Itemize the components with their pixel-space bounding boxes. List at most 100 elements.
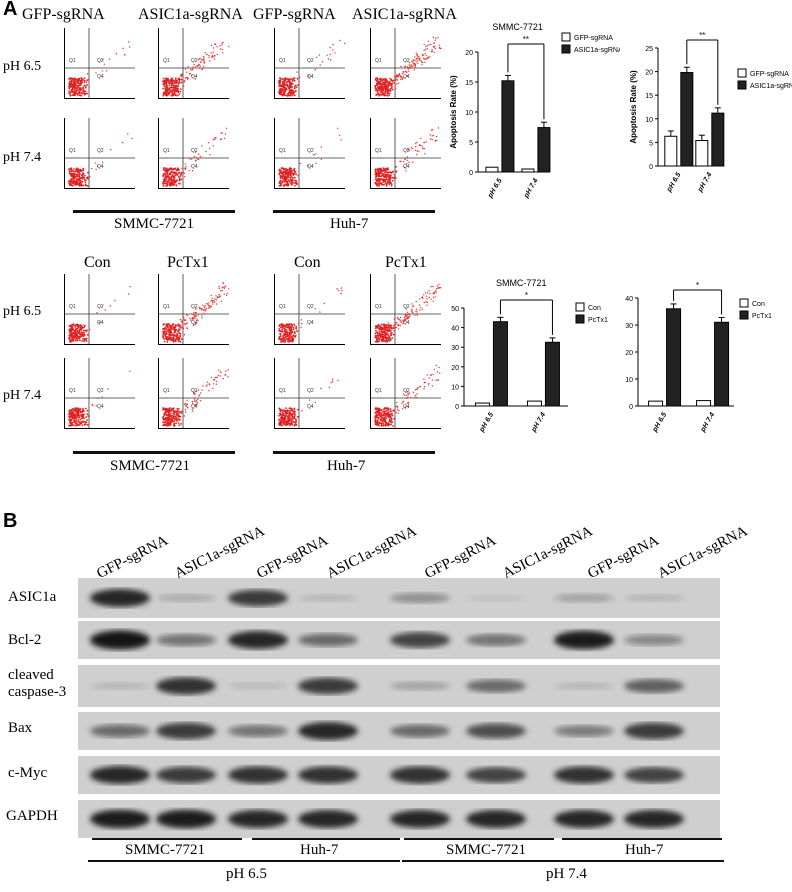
svg-text:Q2: Q2 [191, 58, 198, 64]
flow-plot: Q1 Q2 Q4 [158, 274, 230, 345]
bar [544, 341, 560, 407]
col-header-con-1: Con [84, 254, 111, 271]
blot-band [466, 679, 526, 693]
flow-plot: Q1 Q2 Q4 [370, 28, 442, 99]
legend-entry: Con [588, 305, 601, 312]
svg-text:Q4: Q4 [403, 74, 410, 80]
y-tick-label: 0 [469, 170, 473, 177]
y-tick-label: 20 [451, 365, 459, 372]
legend-swatch [739, 298, 749, 308]
bar [696, 400, 712, 407]
wb-col-label-6: ASIC1a-sgRNA [500, 523, 596, 583]
svg-text:Q1: Q1 [69, 148, 76, 154]
legend-entry: PcTx1 [752, 313, 772, 320]
y-tick-label: 25 [645, 46, 653, 53]
flow-plot: Q1 Q2 Q4 [158, 28, 230, 99]
flow-plot-dots: Q1 Q2 Q4 [275, 274, 345, 344]
flow-plot-dots: Q1 Q2 Q4 [371, 28, 442, 98]
svg-text:Q1: Q1 [375, 148, 382, 154]
blot-band [554, 593, 614, 603]
blot-band [156, 633, 216, 647]
bar-chart-smmc-pctx: SMMC-7721 0 10 20 30 40 50 pH 6.5 pH 7.4 * Con PcTx… [451, 278, 608, 434]
significance-marker: ** [523, 35, 529, 44]
y-axis-label: Apoptosis Rate (%) [629, 70, 638, 144]
underline-smmc-top [73, 210, 235, 213]
y-tick-label: 10 [451, 384, 459, 391]
bar [474, 402, 490, 407]
flow-plot: Q1 Q2 Q4 [64, 28, 135, 99]
bar [714, 321, 730, 407]
blot-band [624, 722, 684, 740]
wb-group-smmc-65 [92, 838, 242, 840]
col-header-con-2: Con [294, 254, 321, 271]
y-tick-label: 0 [629, 404, 633, 411]
flow-plot-dots: Q1 Q2 Q4 [275, 28, 346, 98]
flow-plot: Q1 Q2 Q4 [274, 358, 345, 429]
x-tick-label: pH 6.5 [651, 411, 668, 434]
flow-plot-dots: Q1 Q2 Q4 [159, 274, 230, 344]
y-tick-label: 20 [465, 50, 473, 57]
significance-marker: * [696, 281, 699, 290]
svg-text:Q2: Q2 [97, 58, 104, 64]
flow-plot-dots: Q1 Q2 Q4 [65, 28, 135, 98]
svg-text:Q1: Q1 [279, 304, 286, 310]
wb-col-label-5: GFP-sgRNA [422, 532, 499, 583]
x-tick-label: pH 7.4 [530, 411, 547, 434]
flow-plot: Q1 Q2 Q4 [64, 118, 135, 189]
flow-plot-dots: Q1 Q2 Q4 [275, 358, 345, 428]
legend-swatch [575, 302, 585, 312]
wb-group-huh-74 [562, 838, 722, 840]
svg-text:Q4: Q4 [97, 164, 104, 170]
svg-text:Q2: Q2 [307, 388, 314, 394]
blot-band [390, 681, 450, 691]
blot-band [90, 630, 150, 650]
wb-col-label-3: GFP-sgRNA [254, 532, 331, 583]
wb-cell-smmc-65: SMMC-7721 [125, 842, 206, 858]
y-tick-label: 10 [625, 377, 633, 384]
y-axis-label: Apoptosis Rate (%) [449, 75, 458, 149]
svg-text:Q4: Q4 [307, 320, 314, 326]
blot-band [554, 810, 614, 828]
svg-text:Q4: Q4 [191, 404, 198, 410]
svg-text:Q4: Q4 [191, 320, 198, 326]
cell-line-huh-bottom: Huh-7 [327, 458, 366, 474]
blot-band [228, 766, 288, 784]
blot-band [298, 633, 358, 647]
y-tick-label: 30 [625, 323, 633, 330]
svg-text:Q4: Q4 [191, 74, 198, 80]
wb-row-cleaved-line2: caspase-3 [8, 684, 67, 700]
x-tick-label: pH 7.4 [523, 177, 540, 200]
svg-text:Q4: Q4 [403, 320, 410, 326]
wb-ph74-label: pH 7.4 [546, 866, 587, 882]
svg-text:Q2: Q2 [403, 388, 410, 394]
blot-band [390, 632, 450, 648]
significance-marker: * [525, 291, 528, 300]
western-blot [78, 578, 720, 838]
x-tick-label: pH 7.4 [696, 171, 713, 194]
svg-text:Q2: Q2 [97, 304, 104, 310]
underline-smmc-bottom [73, 451, 235, 454]
wb-cell-huh-74: Huh-7 [625, 842, 664, 858]
blot-band [554, 682, 614, 690]
svg-text:Q4: Q4 [403, 404, 410, 410]
svg-text:Q1: Q1 [69, 58, 76, 64]
significance-marker: ** [699, 31, 705, 40]
bar [711, 112, 725, 167]
flow-plot-dots: Q1 Q2 Q4 [275, 118, 345, 188]
blot-band [390, 592, 450, 604]
flow-plot-dots: Q1 Q2 Q4 [65, 274, 135, 344]
chart-title: SMMC-7721 [496, 278, 547, 288]
svg-text:Q4: Q4 [307, 404, 314, 410]
blot-band [90, 724, 150, 738]
blot-band [624, 679, 684, 693]
legend-entry: PcTx1 [588, 317, 608, 324]
svg-text:Q1: Q1 [375, 388, 382, 394]
legend-entry: GFP-sgRNA [750, 71, 789, 78]
blot-band [298, 766, 358, 784]
wb-row-bcl2: Bcl-2 [8, 632, 42, 648]
legend-swatch [739, 310, 749, 320]
legend-entry: Con [752, 301, 765, 308]
svg-text:Q2: Q2 [191, 148, 198, 154]
underline-huh-top [273, 210, 435, 213]
